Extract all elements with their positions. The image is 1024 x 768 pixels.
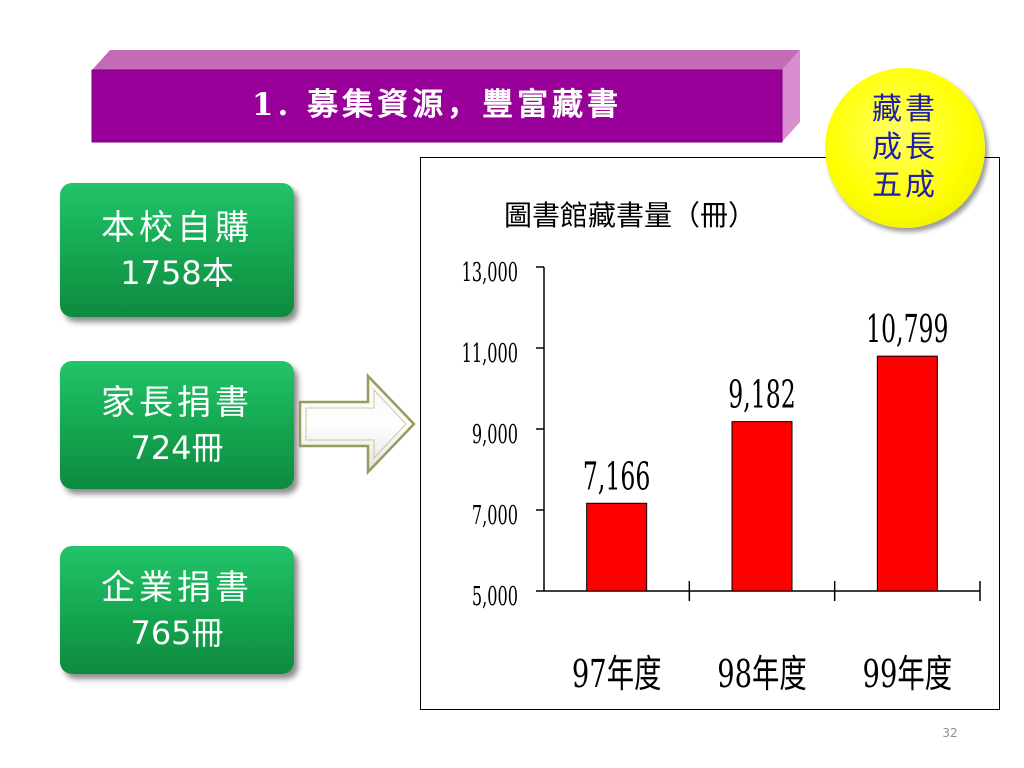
right-arrow-icon bbox=[298, 372, 416, 476]
badge-line: 五成 bbox=[872, 168, 938, 203]
badge-line: 成長 bbox=[872, 130, 938, 165]
x-tick-label: 99年度 bbox=[863, 651, 953, 696]
page-number: 32 bbox=[942, 726, 958, 740]
x-tick-label: 98年度 bbox=[717, 651, 807, 696]
y-tick-label: 13,000 bbox=[462, 258, 518, 288]
badge-line: 藏書 bbox=[872, 92, 938, 127]
bar-value-label: 7,166 bbox=[583, 456, 650, 499]
chart-title: 圖書館藏書量（冊） bbox=[504, 199, 756, 232]
y-tick-label: 5,000 bbox=[472, 582, 518, 612]
bar bbox=[586, 502, 648, 592]
source-box-self-purchase: 本校自購 1758本 bbox=[60, 183, 294, 317]
slide-title: 1. 募集資源，豐富藏書 bbox=[251, 87, 623, 123]
source-box-parent-donation: 家長捐書 724冊 bbox=[60, 361, 294, 489]
banner-top-face bbox=[92, 50, 800, 70]
banner-side-face bbox=[782, 50, 800, 142]
chart-axes: 5,000 7,000 9,000 11,000 13,000 bbox=[462, 258, 981, 612]
bar bbox=[731, 421, 793, 592]
source-label: 家長捐書 bbox=[101, 383, 253, 423]
source-label: 本校自購 bbox=[101, 208, 253, 248]
banner-front-face bbox=[91, 69, 783, 143]
source-box-corporate-donation: 企業捐書 765冊 bbox=[60, 546, 294, 674]
y-tick-label: 9,000 bbox=[472, 420, 518, 450]
chart-bars: 7,166 97年度 9,182 98年度 10,799 99年度 bbox=[572, 308, 952, 696]
growth-badge: 藏書 成長 五成 bbox=[825, 68, 985, 228]
source-label: 企業捐書 bbox=[101, 568, 253, 608]
y-tick-label: 11,000 bbox=[462, 339, 518, 369]
title-banner bbox=[91, 50, 800, 143]
bar-value-label: 9,182 bbox=[728, 374, 795, 417]
bar bbox=[876, 355, 938, 592]
source-amount: 1758本 bbox=[120, 254, 234, 292]
bar-chart: 圖書館藏書量（冊） 5,000 7,000 9,000 11,000 13,000 7,… bbox=[462, 199, 981, 696]
source-amount: 765冊 bbox=[130, 614, 224, 652]
x-tick-label: 97年度 bbox=[572, 651, 662, 696]
bar-value-label: 10,799 bbox=[866, 308, 948, 351]
source-amount: 724冊 bbox=[130, 429, 224, 467]
y-tick-label: 7,000 bbox=[472, 501, 518, 531]
